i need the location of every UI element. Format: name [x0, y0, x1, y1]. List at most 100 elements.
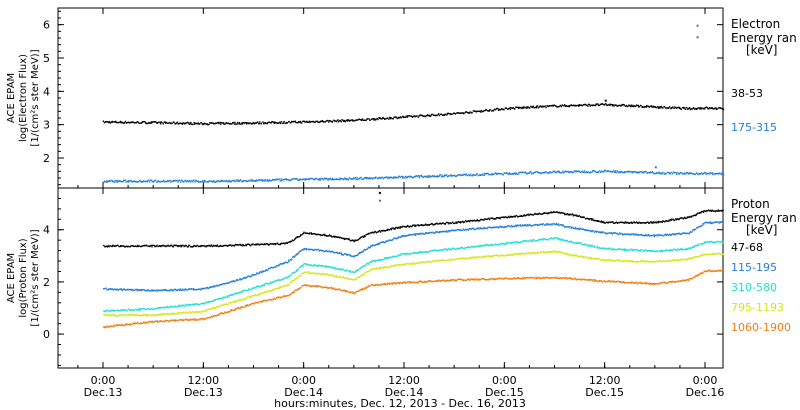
data-point: [356, 269, 358, 272]
data-point: [390, 239, 393, 242]
data-point: [242, 123, 244, 125]
data-point: [617, 248, 619, 250]
data-point: [370, 177, 372, 180]
data-point: [182, 289, 184, 291]
data-point: [525, 106, 527, 108]
data-point: [716, 108, 718, 110]
data-point: [404, 253, 406, 255]
data-point: [422, 115, 424, 117]
data-point: [180, 122, 182, 124]
data-point: [427, 232, 429, 235]
data-point: [187, 246, 189, 248]
data-point: [604, 232, 606, 234]
data-point: [290, 293, 292, 295]
data-point: [408, 226, 410, 228]
data-point: [192, 304, 194, 306]
data-point: [354, 119, 356, 122]
data-point: [552, 170, 555, 172]
data-point: [596, 220, 599, 222]
data-point: [548, 250, 550, 253]
data-point: [206, 181, 209, 183]
data-point: [374, 230, 376, 233]
data-point: [294, 255, 296, 257]
data-point: [355, 270, 357, 272]
data-point: [106, 181, 109, 183]
data-point: [325, 265, 328, 267]
data-point: [299, 178, 301, 180]
data-point: [589, 218, 591, 220]
data-point: [460, 257, 462, 260]
data-point: [224, 282, 227, 285]
data-point: [396, 282, 398, 284]
data-point: [343, 277, 346, 280]
data-point: [628, 234, 631, 236]
data-point: [274, 243, 276, 246]
data-point: [352, 271, 355, 273]
data-point: [177, 304, 180, 307]
data-point: [415, 225, 417, 227]
data-point: [331, 250, 334, 252]
data-point: [464, 247, 467, 249]
data-point: [116, 288, 118, 290]
data-point: [617, 233, 620, 236]
data-point: [482, 245, 485, 247]
data-point: [237, 292, 239, 294]
data-point: [269, 298, 272, 301]
data-point: [214, 286, 216, 288]
data-point: [267, 180, 269, 182]
data-point: [654, 106, 656, 108]
data-point: [423, 261, 426, 264]
data-point: [167, 313, 169, 316]
data-point: [683, 172, 686, 174]
data-point: [142, 244, 144, 247]
data-point: [372, 178, 374, 180]
data-point: [622, 233, 624, 235]
data-point: [372, 268, 375, 270]
data-point: [663, 173, 665, 175]
data-point: [507, 253, 509, 255]
data-point: [541, 224, 544, 226]
data-point: [291, 120, 293, 123]
data-point: [411, 281, 413, 284]
data-point: [425, 115, 428, 117]
data-point: [562, 252, 564, 254]
data-point: [486, 255, 488, 257]
data-point: [492, 110, 495, 112]
data-point: [401, 176, 404, 178]
data-point: [507, 108, 509, 110]
data-point: [654, 221, 657, 223]
data-point: [381, 267, 383, 270]
data-point: [704, 108, 706, 110]
data-point: [466, 221, 468, 223]
data-point: [435, 259, 438, 262]
data-point: [134, 322, 136, 324]
data-point: [480, 244, 483, 246]
data-point: [224, 283, 226, 285]
data-point: [308, 120, 311, 122]
data-point: [139, 314, 141, 316]
data-point: [314, 248, 316, 251]
data-point: [367, 285, 370, 287]
data-point: [115, 121, 117, 124]
data-point: [369, 232, 372, 234]
data-point: [642, 250, 644, 252]
data-point: [349, 254, 351, 256]
data-point: [226, 282, 228, 284]
data-point: [304, 121, 306, 123]
data-point: [566, 239, 569, 242]
data-point: [362, 119, 365, 121]
data-point: [157, 180, 160, 183]
data-point: [249, 275, 251, 278]
data-point: [424, 280, 426, 283]
data-point: [399, 116, 402, 118]
data-point: [686, 172, 688, 174]
data-point: [287, 275, 289, 278]
data-point: [295, 270, 297, 272]
data-point: [562, 224, 565, 226]
data-point: [521, 224, 524, 226]
data-point: [155, 245, 158, 247]
data-point: [559, 239, 561, 241]
data-point: [107, 288, 110, 290]
data-point: [679, 107, 682, 110]
data-point: [548, 212, 550, 214]
